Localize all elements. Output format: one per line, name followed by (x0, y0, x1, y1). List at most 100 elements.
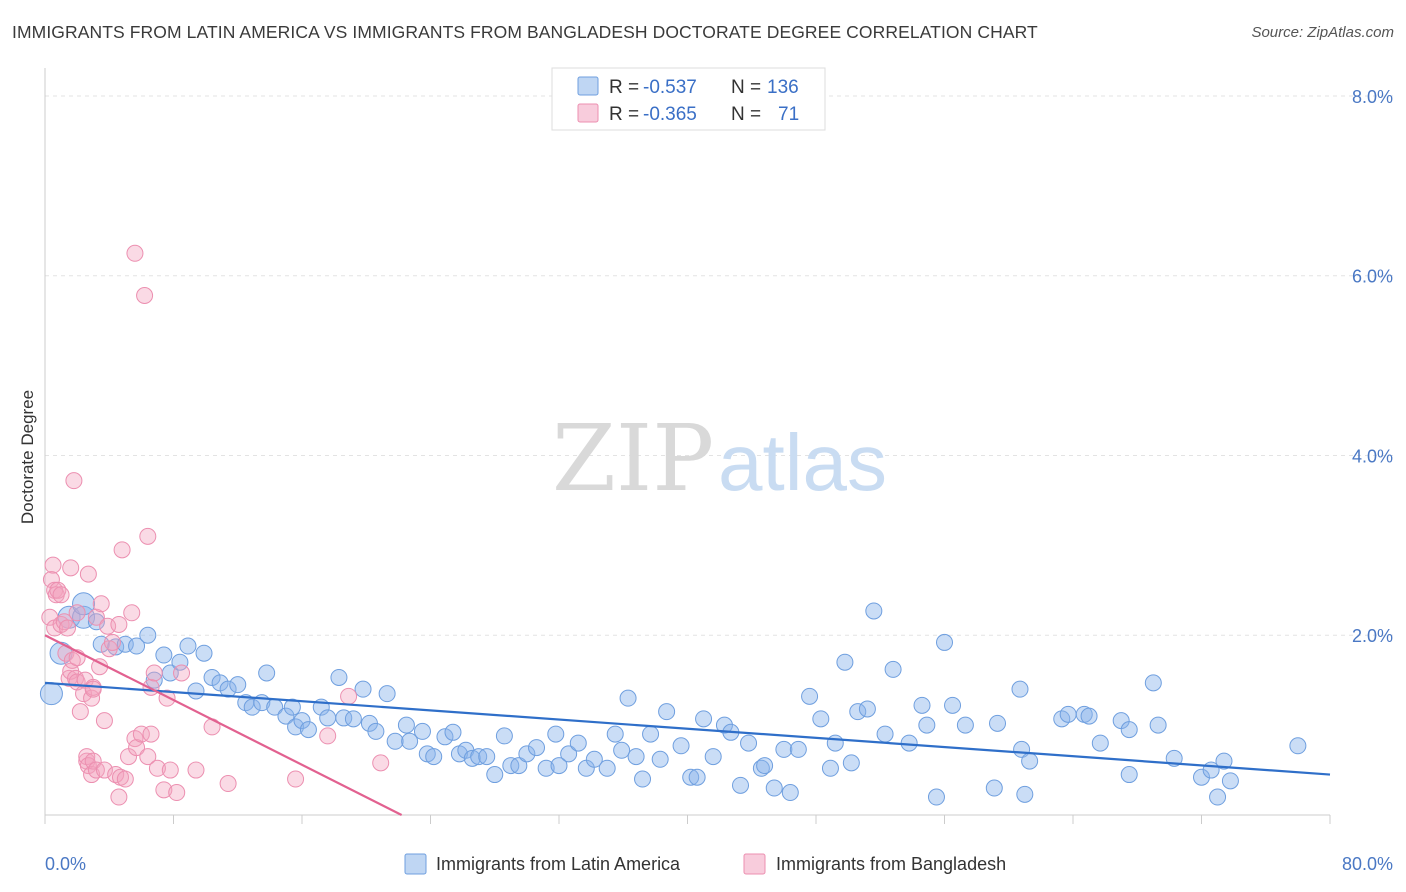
legend-n-label: N = (731, 104, 761, 125)
latin-america-point (330, 668, 348, 686)
latin-america-point (39, 682, 63, 706)
bangladesh-point (161, 761, 179, 779)
bangladesh-point (142, 725, 160, 743)
latin-america-point (518, 745, 536, 763)
latin-america-point (927, 788, 945, 806)
bangladesh-point (142, 678, 160, 696)
latin-america-point (139, 626, 157, 644)
bangladesh-point (136, 287, 154, 305)
legend-r-value: -0.537 (643, 77, 697, 98)
latin-america-point (944, 696, 962, 714)
latin-america-point (619, 689, 637, 707)
latin-america-point (858, 700, 876, 718)
latin-america-point (756, 757, 774, 775)
bangladesh-point (116, 770, 134, 788)
latin-america-point (1120, 766, 1138, 784)
x-tick-label: 0.0% (45, 854, 86, 874)
latin-america-point (397, 716, 415, 734)
latin-america-point (560, 745, 578, 763)
legend-swatch-latin-america (404, 853, 427, 875)
latin-america-point (1209, 788, 1227, 806)
latin-america-point (287, 718, 305, 736)
latin-america-point (1289, 737, 1307, 755)
latin-america-point (682, 768, 700, 786)
latin-america-point (658, 703, 676, 721)
legend-swatch-latin-america (577, 76, 599, 96)
latin-america-point (319, 709, 337, 727)
latin-america-point (171, 653, 189, 671)
watermark-zip: ZIP (552, 405, 714, 512)
bangladesh-point (110, 788, 128, 806)
bangladesh-trend-line (44, 634, 403, 816)
latin-america-point (956, 716, 974, 734)
legend-n-value: 71 (778, 104, 799, 125)
latin-america-point (613, 741, 631, 759)
bangladesh-point (148, 759, 166, 777)
bangladesh-point (187, 761, 205, 779)
latin-america-point (283, 698, 301, 716)
latin-america-point (1021, 752, 1039, 770)
bangladesh-point (110, 615, 128, 633)
y-tick-label: 6.0% (1352, 267, 1393, 287)
legend-swatch-bangladesh (743, 853, 766, 875)
bangladesh-point (42, 571, 60, 589)
bangladesh-point (62, 559, 80, 577)
latin-america-point (528, 739, 546, 757)
latin-america-point (1059, 705, 1077, 723)
latin-america-point (715, 716, 733, 734)
latin-america-point (765, 779, 783, 797)
latin-america-point (87, 613, 105, 631)
bangladesh-point (49, 581, 67, 599)
legend-label-latin-america: Immigrants from Latin America (436, 854, 681, 874)
latin-america-point (495, 727, 513, 745)
latin-america-point (1221, 772, 1239, 790)
latin-america-point (258, 664, 276, 682)
latin-america-point (865, 602, 883, 620)
latin-america-point (1091, 734, 1109, 752)
latin-america-point (569, 734, 587, 752)
bangladesh-point (92, 595, 110, 613)
latin-america-point (606, 725, 624, 743)
latin-america-point (634, 770, 652, 788)
bangladesh-point (139, 748, 157, 766)
latin-america-point (386, 732, 404, 750)
latin-america-point (425, 748, 443, 766)
latin-america-point (688, 768, 706, 786)
latin-america-point (367, 722, 385, 740)
bangladesh-point (145, 664, 163, 682)
latin-america-point (1016, 785, 1034, 803)
bangladesh-point (68, 604, 86, 622)
bangladesh-point (319, 727, 337, 745)
latin-america-point (243, 698, 261, 716)
latin-america-point (812, 710, 830, 728)
latin-america-point (277, 707, 295, 725)
latin-america-point (936, 633, 953, 651)
latin-america-point (821, 759, 839, 777)
legend-top: R = -0.537 N = 136 R = -0.365 N = 71 (551, 67, 826, 131)
legend-label-bangladesh: Immigrants from Bangladesh (776, 854, 1006, 874)
legend-r-label: R = (609, 104, 639, 125)
bangladesh-point (83, 766, 101, 784)
y-tick-label: 2.0% (1352, 626, 1393, 646)
bangladesh-point (107, 766, 125, 784)
latin-america-point (585, 750, 603, 768)
latin-america-point (229, 676, 247, 694)
latin-america-point (1215, 752, 1233, 770)
latin-america-point (695, 710, 713, 728)
legend-swatch-bangladesh (577, 103, 599, 123)
latin-america-point (732, 776, 750, 794)
latin-america-point (1080, 707, 1098, 725)
bangladesh-point (79, 757, 97, 775)
latin-america-point (789, 740, 807, 758)
bangladesh-point (52, 586, 70, 604)
latin-america-point (836, 653, 854, 671)
latin-america-point (155, 646, 173, 664)
latin-america-point (801, 687, 819, 705)
latin-america-point (1149, 716, 1167, 734)
bangladesh-point (65, 472, 83, 490)
latin-america-point (989, 714, 1007, 732)
x-tick-label: 80.0% (1342, 854, 1393, 874)
bangladesh-point (155, 781, 173, 799)
latin-america-point (1144, 674, 1162, 692)
